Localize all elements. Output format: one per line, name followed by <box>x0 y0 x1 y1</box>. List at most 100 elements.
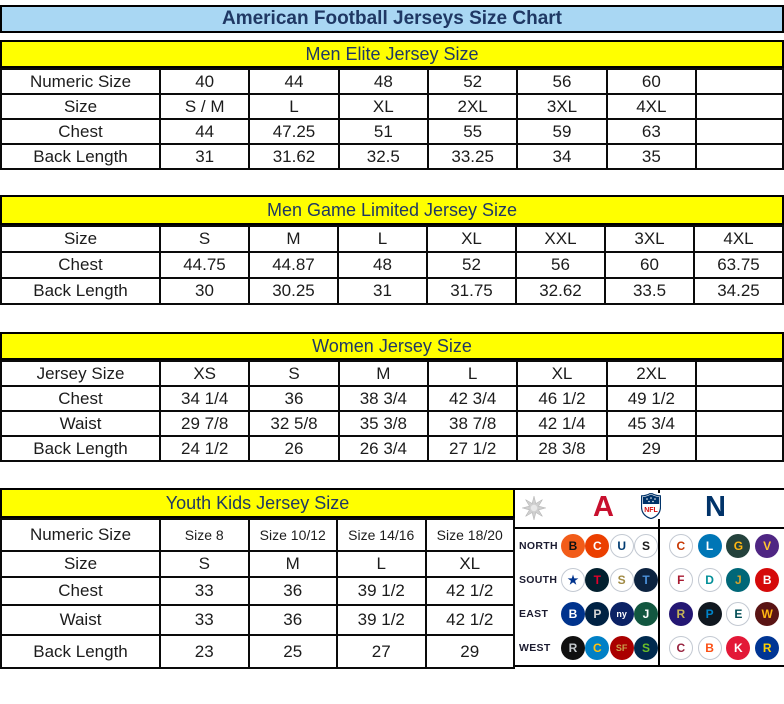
table-row: Numeric Size 40 44 48 52 56 60 <box>0 68 784 95</box>
size-cell: 48 <box>337 68 429 95</box>
size-cell: XL <box>516 360 608 387</box>
size-cell: 44 <box>158 118 251 145</box>
team-logo-packers: G <box>726 534 751 558</box>
spacer <box>0 170 784 195</box>
bottom-section: Youth Kids Jersey Size Numeric Size Size … <box>0 488 784 669</box>
size-cell: L <box>248 93 340 120</box>
team-logo-chargers: C <box>585 636 610 660</box>
team-logo-raiders: R <box>561 636 585 660</box>
row-label: Chest <box>0 251 161 279</box>
row-label: Waist <box>0 410 161 437</box>
size-cell: 35 <box>605 143 698 170</box>
size-cell: XS <box>158 360 251 387</box>
size-cell: 44.87 <box>248 251 339 279</box>
team-logo-dolphins: D <box>697 568 722 592</box>
size-cell: 36 <box>247 604 338 636</box>
size-cell: 30.25 <box>248 277 339 305</box>
size-cell: 47.25 <box>248 118 340 145</box>
row-label: Numeric Size <box>0 68 161 95</box>
table-row: Chest 33 36 39 1/2 42 1/2 <box>0 576 515 606</box>
size-cell: 2XL <box>426 93 519 120</box>
team-logo-bears: C <box>668 534 693 558</box>
table-row: Waist 33 36 39 1/2 42 1/2 <box>0 604 515 636</box>
table-row: Jersey Size XS S M L XL 2XL <box>0 360 784 387</box>
row-label: Chest <box>0 385 161 412</box>
size-cell: Size 8 <box>159 518 250 552</box>
size-cell: 38 3/4 <box>337 385 429 412</box>
size-cell: 29 <box>605 435 698 462</box>
size-cell: 48 <box>337 251 428 279</box>
row-label: Chest <box>0 118 161 145</box>
youth-heading: Youth Kids Jersey Size <box>0 488 515 518</box>
table-row: Back Length 30 30.25 31 31.75 32.62 33.5 34.25 <box>0 277 784 305</box>
size-cell: 44.75 <box>159 251 250 279</box>
size-cell: 56 <box>516 68 608 95</box>
size-cell: 27 <box>336 634 427 669</box>
row-label: Jersey Size <box>0 360 161 387</box>
team-logo-lions: L <box>697 534 722 558</box>
size-cell: L <box>426 360 519 387</box>
size-cell: 40 <box>158 68 251 95</box>
size-cell: XL <box>426 225 517 253</box>
size-cell: 31 <box>158 143 251 170</box>
size-cell: 31 <box>337 277 428 305</box>
empty-cell <box>695 68 784 95</box>
team-logo-rams: R <box>755 636 780 660</box>
row-label: Numeric Size <box>0 518 161 552</box>
women-heading: Women Jersey Size <box>0 332 784 360</box>
size-cell: 56 <box>515 251 606 279</box>
afc-logo-icon: A <box>593 491 614 523</box>
row-label: Chest <box>0 576 161 606</box>
size-cell: 46 1/2 <box>516 385 608 412</box>
size-cell: 23 <box>159 634 250 669</box>
men-game-limited-size-table: Size S M L XL XXL 3XL 4XL Chest 44.75 44.87 48 52 56 6… <box>0 225 784 305</box>
nfc-logo-icon: N <box>705 491 726 523</box>
team-logo-jaguars: J <box>726 568 751 592</box>
size-cell: 42 1/2 <box>424 604 515 636</box>
size-cell: L <box>337 225 428 253</box>
size-cell: 26 <box>248 435 340 462</box>
table-row: Waist 29 7/8 32 5/8 35 3/8 38 7/8 42 1/4 45 3/… <box>0 410 784 437</box>
afc-team-group: R C SF S <box>561 636 658 660</box>
size-cell: 49 1/2 <box>605 385 698 412</box>
size-cell: L <box>336 550 427 578</box>
size-cell: 34 1/4 <box>158 385 251 412</box>
size-cell: M <box>337 360 429 387</box>
size-cell: 36 <box>248 385 340 412</box>
row-label: Back Length <box>0 435 161 462</box>
afc-team-group: ★ T S T <box>561 568 658 592</box>
team-logo-eagles: E <box>726 602 751 626</box>
size-cell: 31.75 <box>426 277 517 305</box>
size-cell: 34 <box>516 143 608 170</box>
team-logo-patriots: P <box>585 602 610 626</box>
table-row: Back Length 31 31.62 32.5 33.25 34 35 <box>0 143 784 170</box>
size-cell: XL <box>337 93 429 120</box>
nfl-shield-icon: NFL <box>641 493 661 519</box>
size-cell: M <box>247 550 338 578</box>
table-row: Numeric Size Size 8 Size 10/12 Size 14/16 Si… <box>0 518 515 552</box>
size-cell: S <box>248 360 340 387</box>
size-cell: 35 3/8 <box>337 410 429 437</box>
team-logo-cowboys: ★ <box>561 568 585 592</box>
svg-text:NFL: NFL <box>644 507 658 514</box>
size-cell: 24 1/2 <box>158 435 251 462</box>
size-cell: 29 <box>424 634 515 669</box>
size-cell: 42 1/2 <box>424 576 515 606</box>
row-label: Back Length <box>0 143 161 170</box>
division-row-north: NORTH B C U S C L G V <box>515 529 784 563</box>
size-cell: M <box>248 225 339 253</box>
table-row: Back Length 23 25 27 29 <box>0 634 515 669</box>
size-cell: XXL <box>515 225 606 253</box>
division-label: EAST <box>519 608 549 620</box>
team-logo-redskins: W <box>755 602 780 626</box>
youth-size-table: Numeric Size Size 8 Size 10/12 Size 14/16 Si… <box>0 518 515 669</box>
size-cell: 27 1/2 <box>426 435 519 462</box>
conference-divider <box>658 490 660 665</box>
page-title: American Football Jerseys Size Chart <box>0 5 784 33</box>
